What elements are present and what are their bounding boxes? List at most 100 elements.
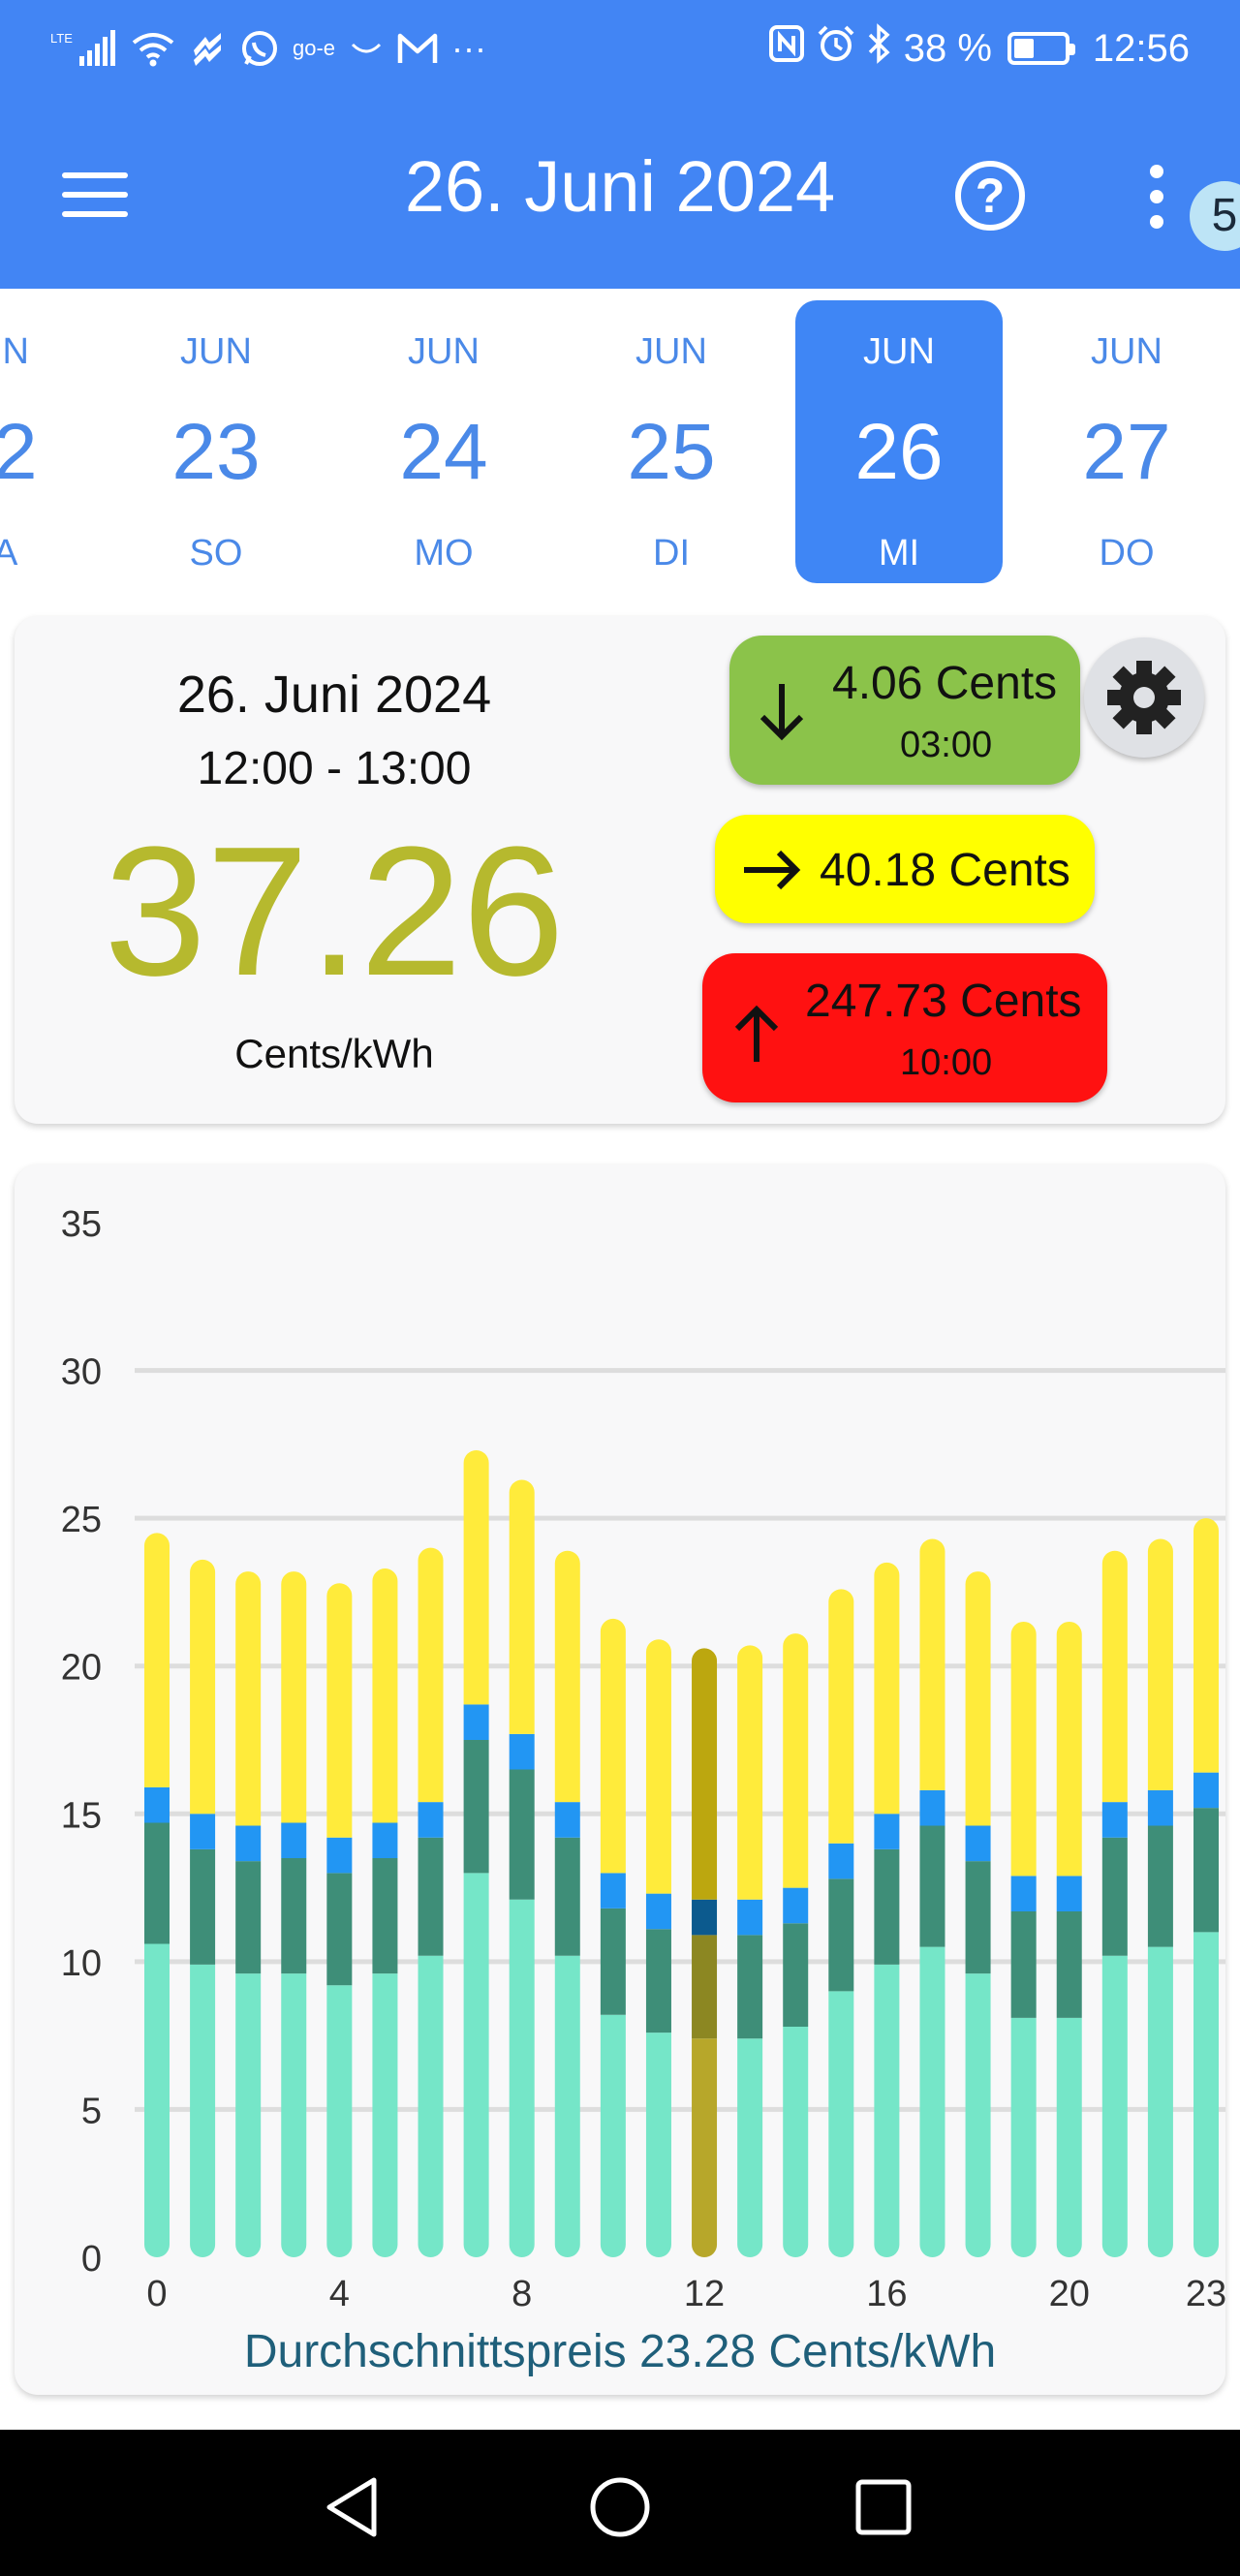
max-price-time: 10:00 (900, 1042, 993, 1083)
bar-segment (418, 1547, 444, 1803)
bar-segment (919, 1538, 946, 1790)
bar-segment (372, 1822, 398, 1859)
date-item-27[interactable]: JUN 27 DO (1023, 300, 1230, 583)
date-month: JUN (0, 331, 29, 372)
page-title[interactable]: 26. Juni 2024 (404, 146, 836, 227)
date-item-22[interactable]: JUN 22 SA (0, 300, 97, 583)
date-item-23[interactable]: JUN 23 SO (112, 300, 320, 583)
bar-segment (190, 1559, 216, 1815)
bar-segment (828, 1843, 854, 1879)
bar-segment (1010, 1876, 1037, 1911)
min-price-value: 4.06 Cents (832, 658, 1058, 709)
whatsapp-icon (240, 29, 279, 68)
bar-segment (737, 1645, 763, 1900)
home-icon[interactable] (581, 2468, 659, 2546)
bar-segment (418, 1802, 444, 1838)
help-icon[interactable]: ? (955, 161, 1025, 231)
y-tick-label: 10 (61, 1943, 102, 1984)
navigation-bar (0, 2430, 1240, 2576)
bar-segment (190, 1964, 216, 2257)
notification-badge: 5 (1190, 181, 1240, 251)
date-item-24[interactable]: JUN 24 MO (340, 300, 547, 583)
max-price-badge[interactable]: 247.73 Cents 10:00 (702, 953, 1107, 1102)
bar-segment (509, 1733, 535, 1770)
x-tick-label: 0 (146, 2274, 167, 2314)
status-right: 38 % 12:56 (768, 23, 1190, 74)
date-item-25[interactable]: JUN 25 DI (568, 300, 775, 583)
bar-segment (645, 2033, 671, 2257)
min-price-badge[interactable]: 4.06 Cents 03:00 (729, 636, 1080, 785)
wifi-icon (132, 29, 174, 68)
bar-segment (235, 1861, 262, 1974)
bar-segment (692, 1935, 718, 2039)
lte-signal-icon: LTE (50, 27, 118, 70)
bar-segment (1147, 1789, 1173, 1826)
bar-segment (919, 1789, 946, 1826)
date-month: JUN (636, 331, 707, 372)
bar-segment (235, 1825, 262, 1862)
date-day: 27 (1082, 408, 1171, 496)
current-price-card: 26. Juni 2024 12:00 - 13:00 37.26 Cents/… (15, 616, 1225, 1124)
status-bar: LTE go-e ··· (0, 0, 1240, 97)
alarm-icon (817, 24, 855, 73)
x-tick-label: 20 (1049, 2274, 1090, 2314)
battery-percent: 38 % (903, 26, 992, 70)
more-options-icon[interactable] (1143, 165, 1170, 229)
bar-segment (463, 1449, 489, 1705)
date-month: JUN (180, 331, 252, 372)
bar-segment (874, 1848, 900, 1965)
bar-segment (190, 1814, 216, 1849)
avg-price-value: 40.18 Cents (820, 845, 1070, 896)
date-weekday: MO (414, 533, 474, 574)
gear-icon[interactable] (1084, 637, 1204, 758)
current-time-range: 12:00 - 13:00 (197, 743, 472, 794)
goe-icon: go-e (293, 36, 336, 60)
bar-segment (235, 1973, 262, 2257)
bar-segment (645, 1929, 671, 2033)
bar-segment (418, 1955, 444, 2257)
smile-icon (349, 37, 384, 60)
menu-icon[interactable] (62, 172, 128, 217)
recent-apps-icon[interactable] (845, 2468, 922, 2546)
date-weekday: SO (189, 533, 243, 574)
bar-segment (372, 1858, 398, 1974)
date-day: 22 (0, 408, 38, 496)
avg-price-badge[interactable]: 40.18 Cents (715, 815, 1095, 923)
bar-segment (874, 1814, 900, 1849)
bar-segment (326, 1837, 353, 1874)
bar-segment (919, 1946, 946, 2257)
date-day: 25 (627, 408, 716, 496)
price-bar-chart[interactable]: 0 5 10 15 20 25 30 35 0 4 8 12 16 20 23 (15, 1164, 1225, 2317)
bar-segment (1101, 1837, 1128, 1956)
bar-segment (692, 1648, 718, 1900)
bar-segment (326, 1985, 353, 2257)
bar-segment (1194, 1932, 1219, 2257)
bar-segment (692, 2038, 718, 2257)
bar-segment (783, 2026, 809, 2257)
bar-segment (554, 1955, 580, 2257)
bar-segment (1101, 1550, 1128, 1803)
bar-segment (737, 1899, 763, 1936)
nfc-icon (768, 24, 805, 73)
bar-segment (1056, 2017, 1082, 2257)
min-price-time: 03:00 (900, 725, 993, 765)
bar-segment (645, 1893, 671, 1930)
date-weekday: SA (0, 533, 18, 574)
bar-segment (600, 1618, 626, 1874)
bar-segment (965, 1973, 991, 2257)
bar-segment (281, 1571, 307, 1823)
back-icon[interactable] (316, 2468, 393, 2546)
y-tick-label: 15 (61, 1795, 102, 1836)
y-tick-label: 0 (81, 2239, 102, 2280)
bar-segment (783, 1633, 809, 1888)
x-tick-label: 8 (512, 2274, 532, 2314)
date-item-26-selected[interactable]: JUN 26 MI (795, 300, 1003, 583)
bar-segment (874, 1562, 900, 1815)
date-weekday: DO (1099, 533, 1155, 574)
date-day: 24 (399, 408, 488, 496)
bar-segment (1194, 1772, 1219, 1809)
bar-segment (1056, 1876, 1082, 1911)
battery-icon (1007, 32, 1075, 65)
bar-segment (600, 1873, 626, 1909)
y-tick-label: 35 (61, 1204, 102, 1245)
